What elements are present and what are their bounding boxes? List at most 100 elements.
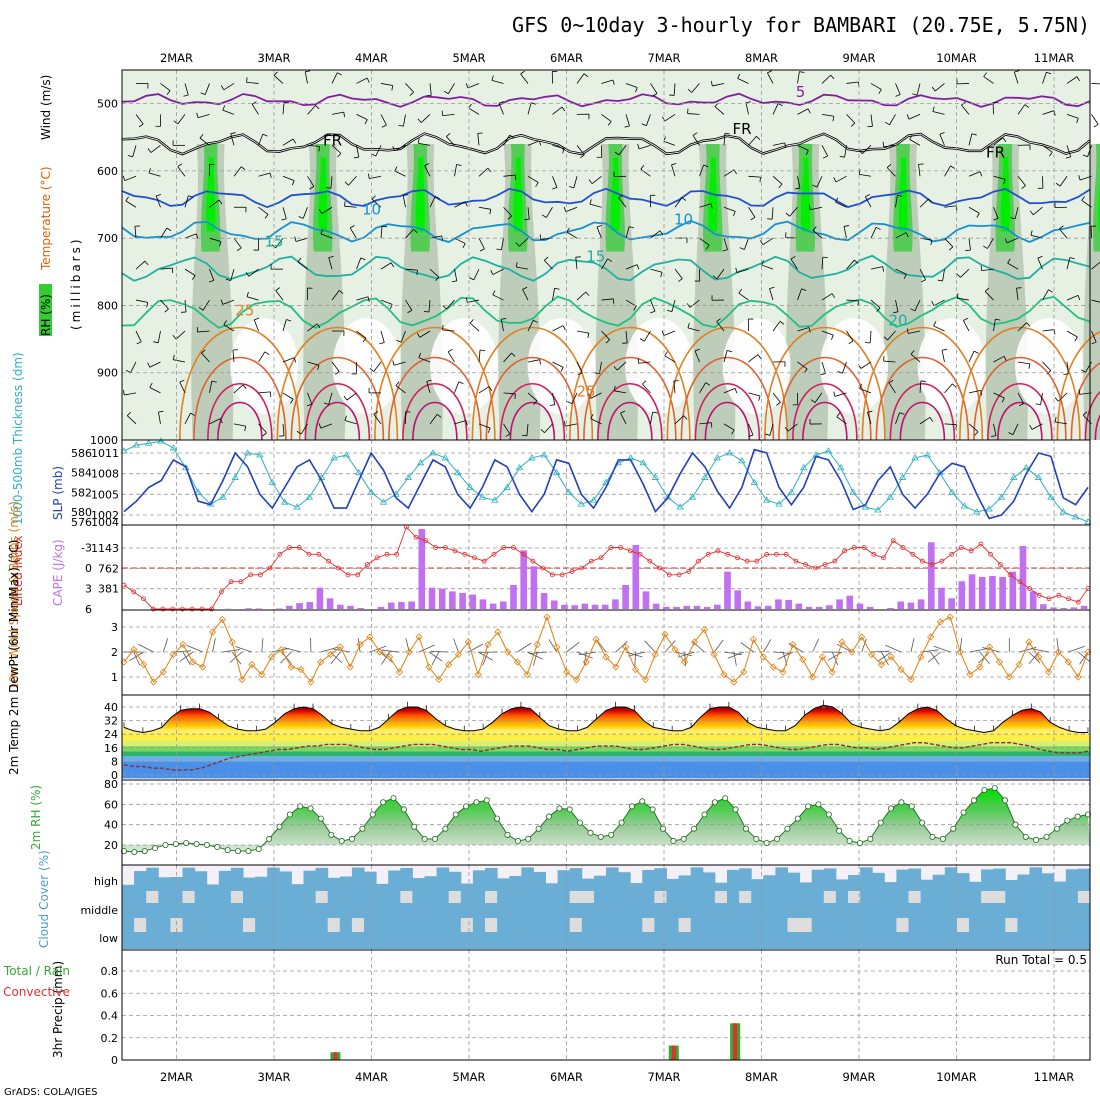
wind-barb-flag	[812, 184, 818, 188]
wind-barb	[503, 423, 511, 435]
slp-tick-label: 1005	[91, 488, 119, 501]
wind-barb-flag	[1091, 341, 1097, 345]
cloud-low-gap	[956, 918, 970, 932]
wind-barb-flag	[381, 225, 388, 228]
surface-wind-barb	[477, 651, 493, 661]
wind-barb	[1066, 295, 1079, 301]
wind-barb	[576, 73, 585, 84]
wind-barb-flag	[895, 94, 901, 97]
millibars-label: (millibars)	[69, 236, 83, 330]
dry-pocket	[332, 318, 401, 414]
wind-barb	[1091, 330, 1097, 343]
wind-barb	[307, 144, 320, 147]
cloud-middle-bar	[908, 903, 922, 918]
wind-barb-flag	[153, 341, 159, 344]
wind-barb	[987, 237, 994, 249]
warm-contour	[388, 356, 482, 441]
wind-speed-point	[248, 660, 256, 669]
rh-point	[867, 835, 874, 842]
cloud-high-bar	[799, 882, 813, 891]
cloud-high-bar	[944, 867, 958, 891]
cloud-level-high: high	[94, 875, 118, 888]
cloud-low-bar	[448, 918, 462, 949]
wind-barb-flag	[275, 287, 281, 291]
wind-barb	[394, 170, 406, 177]
cloud-middle-bar	[787, 891, 801, 918]
wind-barb	[522, 289, 529, 301]
cloud-low-bar	[122, 918, 135, 949]
wind-barb	[402, 195, 406, 208]
thickness-series-line	[123, 440, 1089, 523]
wind-barb-flag	[544, 256, 549, 261]
wind-barb	[1059, 176, 1068, 187]
wind-barb	[961, 104, 970, 115]
cloud-high-bar	[436, 867, 450, 891]
wind-barb	[356, 77, 368, 84]
wind-barb	[184, 268, 196, 276]
wind-barb	[446, 299, 455, 310]
dry-pocket	[1015, 318, 1084, 414]
cloud-middle-bar	[666, 891, 680, 918]
wind-barb	[944, 383, 953, 394]
cloud-high-bar	[872, 872, 885, 891]
cape-bar	[1009, 571, 1017, 609]
cloud-middle-bar	[485, 903, 498, 918]
temp-band	[122, 741, 1090, 747]
li-point	[598, 555, 604, 561]
wind-barb	[748, 207, 756, 218]
wind-barb	[618, 145, 627, 156]
warm-contour	[597, 383, 663, 441]
li-point	[608, 545, 614, 550]
li-point	[374, 555, 380, 561]
wind-barb	[618, 197, 627, 208]
wind-barb-flag	[489, 209, 492, 215]
wind-barb	[302, 207, 308, 219]
isotherm-line	[121, 187, 1091, 209]
wind-speed-point	[671, 645, 679, 654]
wind-barb-flag	[286, 319, 292, 322]
cloud-middle-bar	[823, 903, 837, 918]
wind-barb	[687, 327, 700, 332]
surface-wind-barb	[933, 645, 951, 653]
wind-barb	[209, 199, 220, 208]
cloud-low-bar	[981, 918, 994, 949]
thickness-tick-label: 586	[71, 447, 92, 460]
cloud-low-bar	[388, 918, 401, 949]
rh-point	[794, 815, 801, 822]
cloud-middle-gap	[581, 891, 595, 903]
li-point	[618, 545, 624, 550]
wind-barb	[910, 353, 921, 363]
li-point	[959, 545, 964, 550]
thickness-point	[1047, 493, 1055, 500]
wind-barb-flag	[417, 138, 420, 144]
wind-speed-point	[199, 663, 207, 671]
surface-wind-barb	[733, 651, 737, 666]
cloud-middle-gap	[654, 891, 667, 903]
rh-max-core	[415, 157, 425, 232]
cloud-low-bar	[848, 918, 861, 949]
wind-speed-point	[366, 633, 374, 641]
wind-speed-point	[159, 668, 167, 676]
cloud-low-bar	[485, 932, 498, 949]
wind-barb-flag	[777, 103, 783, 107]
wind-barb-flag	[436, 413, 442, 418]
wind-barb-flag	[705, 382, 711, 386]
contour-label: FR	[732, 120, 751, 138]
cloud-high-bar	[509, 875, 522, 891]
wind-barb-flag	[930, 239, 933, 246]
wind-barb-flag	[1054, 397, 1059, 402]
cape-bar	[612, 599, 619, 609]
wind-barb	[321, 206, 333, 214]
wind-barb	[836, 416, 847, 425]
wind-barb	[692, 135, 700, 146]
wind-speed-point	[179, 640, 187, 649]
li-point	[1017, 579, 1023, 585]
wind-barb	[895, 83, 901, 95]
wind-barb-flag	[520, 70, 525, 75]
contour-label: 10	[362, 201, 381, 219]
cloud-high-bar	[424, 876, 438, 891]
wind-barb	[968, 423, 979, 433]
cloud-low-bar	[751, 918, 764, 949]
cloud-high-bar	[751, 879, 764, 891]
top-date-labels: 2MAR 3MAR 4MAR 5MAR 6MAR 7MAR 8MAR 9MAR 10MAR 11M…	[160, 51, 1074, 65]
